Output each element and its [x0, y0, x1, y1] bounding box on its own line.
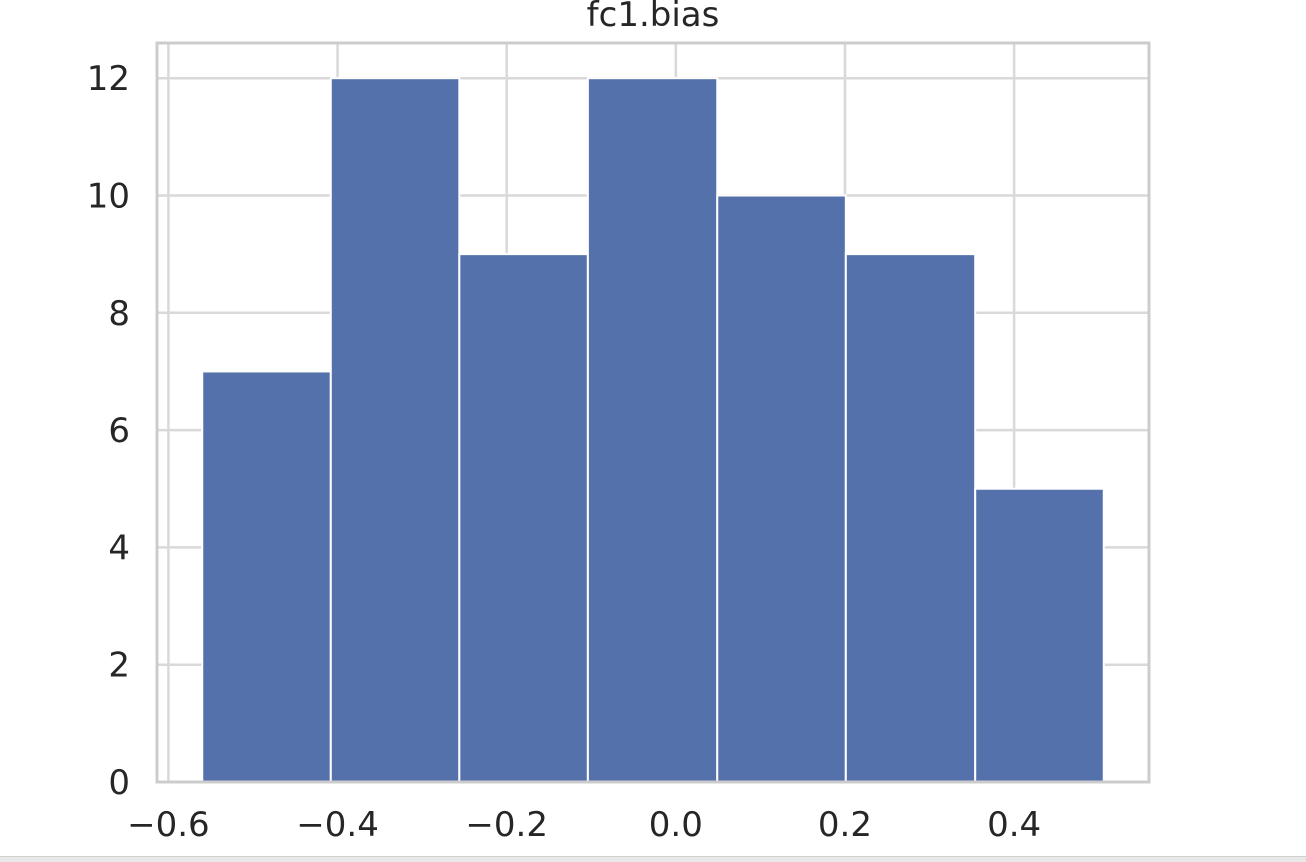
x-tick-label: −0.6 [127, 805, 210, 845]
histogram-bar [458, 253, 589, 783]
y-tick-label: 0 [108, 763, 130, 803]
x-tick-label: −0.2 [465, 805, 548, 845]
x-axis-ticks: −0.6 −0.4 −0.2 0.0 0.2 0.4 [127, 805, 1041, 845]
x-tick-label: 0.4 [987, 805, 1041, 845]
histogram-bar [329, 77, 461, 783]
y-tick-label: 6 [108, 411, 130, 451]
chart-title: fc1.bias [587, 0, 720, 35]
histogram-bar [974, 487, 1105, 783]
x-tick-label: 0.2 [818, 805, 872, 845]
y-tick-label: 4 [108, 528, 130, 568]
plot-frame [155, 41, 1151, 784]
histogram-bar [586, 77, 719, 783]
bars-layer [201, 77, 1105, 783]
histogram-bar [716, 194, 847, 783]
y-tick-label: 10 [87, 176, 130, 216]
histogram-bar [201, 370, 332, 783]
histogram-bar [844, 253, 977, 783]
window-bottom-edge [0, 856, 1306, 862]
y-tick-label: 8 [108, 294, 130, 334]
y-tick-label: 2 [108, 646, 130, 686]
y-tick-label: 12 [87, 59, 130, 99]
x-tick-label: 0.0 [649, 805, 703, 845]
x-tick-label: −0.4 [296, 805, 379, 845]
y-axis-ticks: 0 2 4 6 8 10 12 [87, 59, 130, 803]
